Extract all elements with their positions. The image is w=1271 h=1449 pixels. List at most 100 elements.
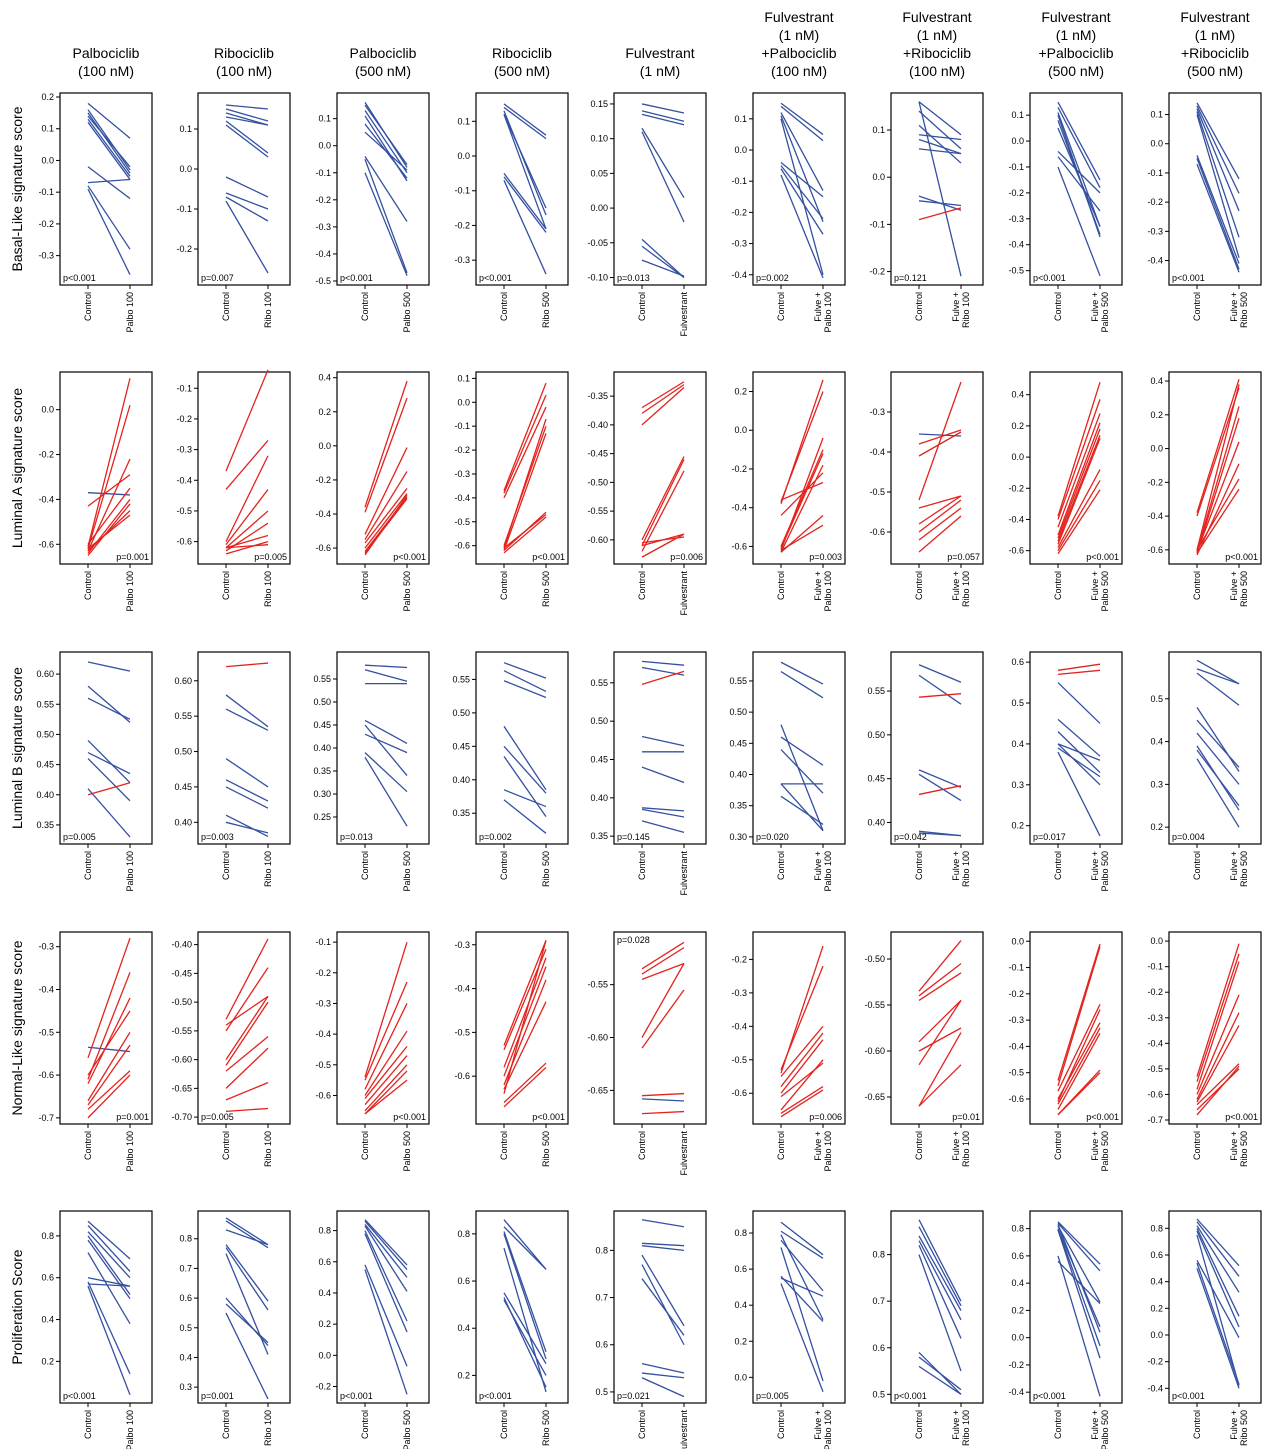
- y-tick-label: -0.4: [1147, 511, 1163, 521]
- y-tick-label: 0.6: [1011, 1251, 1024, 1261]
- plot-frame: [1168, 371, 1262, 565]
- series-line: [225, 455, 269, 542]
- y-tick-label: -0.3: [454, 940, 470, 950]
- y-tick-label: 0.6: [1150, 1250, 1163, 1260]
- series-line: [780, 481, 824, 501]
- series-line: [87, 1220, 131, 1260]
- x-tick-label: Ribo 100: [961, 292, 971, 328]
- series-line: [225, 540, 269, 555]
- p-value-label: p<0.001: [1033, 273, 1066, 283]
- series-line: [918, 1254, 962, 1372]
- series-line: [1057, 1228, 1101, 1347]
- column-title-6: Fulvestrant: [902, 9, 971, 25]
- series-line: [641, 127, 685, 199]
- y-tick-label: -0.2: [176, 244, 192, 254]
- series-line: [1196, 1262, 1240, 1385]
- y-tick-label: -0.4: [315, 1029, 331, 1039]
- series-line: [1057, 101, 1101, 181]
- series-line: [1057, 1260, 1101, 1305]
- y-tick-label: 0.45: [729, 738, 747, 748]
- series-line: [87, 1277, 131, 1287]
- y-tick-label: 0.0: [734, 1372, 747, 1382]
- series-line: [1196, 1234, 1240, 1386]
- series-line: [1057, 663, 1101, 671]
- x-tick-label: Control: [221, 292, 231, 321]
- series-line: [87, 972, 131, 1080]
- y-tick-label: -0.4: [731, 270, 747, 280]
- plot-frame: [59, 1210, 153, 1404]
- series-line: [87, 510, 131, 552]
- series-line: [641, 1264, 685, 1346]
- panel-r0-c3: 0.1 0.0 -0.1 -0.2 -0.3 Control Ribo 500 p<0.001: [454, 92, 569, 328]
- y-tick-label: 0.50: [729, 707, 747, 717]
- series-line: [503, 394, 547, 494]
- series-line: [1057, 422, 1101, 536]
- p-value-label: p=0.007: [201, 273, 234, 283]
- y-tick-label: -0.6: [315, 543, 331, 553]
- series-line: [503, 516, 547, 554]
- series-line: [641, 1278, 685, 1336]
- series-line: [1057, 943, 1101, 1081]
- x-tick-label: Control: [776, 292, 786, 321]
- y-tick-label: -0.1: [176, 204, 192, 214]
- x-tick-label: Palbo 500: [402, 292, 412, 333]
- series-line: [364, 488, 408, 544]
- y-tick-label: -0.3: [315, 998, 331, 1008]
- x-tick-label: Control: [360, 851, 370, 880]
- panel-r4-c8: 0.8 0.6 0.4 0.2 0.0 -0.2 -0.4 Control Fulve + Rib…: [1147, 1210, 1262, 1446]
- series-line: [364, 1064, 408, 1112]
- y-tick-label: -0.2: [454, 220, 470, 230]
- series-line: [364, 1055, 408, 1106]
- plot-frame: [59, 931, 153, 1125]
- y-tick-label: 0.05: [590, 168, 608, 178]
- plot-frame: [197, 92, 291, 286]
- series-line: [780, 1089, 824, 1118]
- series-line: [641, 456, 685, 541]
- x-tick-label: Fulvestrant: [679, 1410, 689, 1449]
- y-tick-label: 0.1: [179, 124, 192, 134]
- panel-r0-c2: 0.1 0.0 -0.1 -0.2 -0.3 -0.4 -0.5 Control Palbo 5…: [315, 92, 430, 333]
- series-line: [225, 116, 269, 126]
- series-line: [503, 662, 547, 679]
- series-line: [1057, 743, 1101, 761]
- x-tick-label: Fulve +: [951, 292, 961, 322]
- series-line: [1196, 387, 1240, 517]
- series-line: [1196, 1221, 1240, 1277]
- x-tick-label: Control: [360, 571, 370, 600]
- series-line: [780, 1247, 824, 1382]
- series-line: [780, 168, 824, 235]
- y-tick-label: -0.3: [1147, 226, 1163, 236]
- y-tick-label: 0.0: [1150, 936, 1163, 946]
- x-tick-label: Palbo 100: [125, 1410, 135, 1449]
- series-line: [87, 102, 131, 139]
- series-line: [364, 131, 408, 171]
- column-title-7: (1 nM): [1056, 27, 1096, 43]
- y-tick-label: -0.50: [171, 997, 192, 1007]
- y-tick-label: 0.6: [595, 1340, 608, 1350]
- y-tick-label: -0.05: [587, 238, 608, 248]
- panel-r4-c4: 0.8 0.7 0.6 0.5 Control Fulvestrant p=0.021: [595, 1210, 707, 1449]
- p-value-label: p=0.001: [116, 1112, 149, 1122]
- y-tick-label: -0.2: [1147, 477, 1163, 487]
- column-title-8: (500 nM): [1187, 63, 1243, 79]
- plot-frame: [475, 931, 569, 1125]
- series-line: [364, 104, 408, 166]
- y-tick-label: -0.4: [1008, 1041, 1024, 1051]
- y-tick-label: 0.6: [872, 1343, 885, 1353]
- column-title-1: Ribociclib: [214, 45, 274, 61]
- y-tick-label: 0.6: [41, 1273, 54, 1283]
- series-line: [918, 429, 962, 445]
- p-value-label: p=0.021: [617, 1391, 650, 1401]
- series-line: [87, 1046, 131, 1053]
- p-value-label: p<0.001: [894, 1391, 927, 1401]
- series-line: [1057, 1221, 1101, 1265]
- series-line: [641, 1098, 685, 1102]
- y-tick-label: -0.3: [869, 407, 885, 417]
- p-value-label: p<0.001: [1172, 1391, 1205, 1401]
- plot-frame: [752, 371, 846, 565]
- y-tick-label: -0.3: [1008, 1015, 1024, 1025]
- y-tick-label: 0.6: [318, 1257, 331, 1267]
- p-value-label: p<0.001: [532, 552, 565, 562]
- y-tick-label: -0.1: [315, 168, 331, 178]
- series-line: [87, 1044, 131, 1106]
